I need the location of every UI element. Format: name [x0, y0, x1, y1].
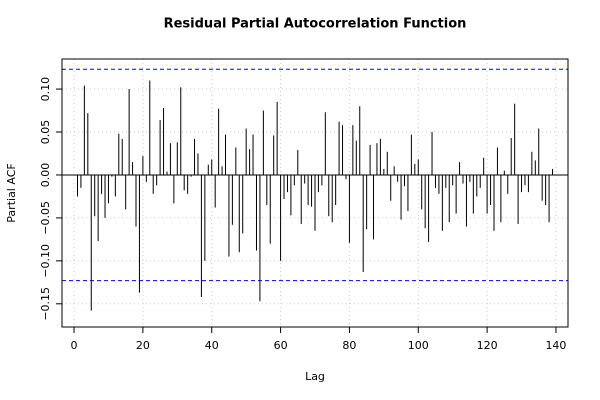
plot-frame: [61, 58, 569, 328]
y-tick-label: −0.05: [39, 201, 52, 235]
x-tick-label: 60: [274, 339, 288, 352]
x-axis-label: Lag: [305, 370, 325, 383]
y-axis-label: Partial ACF: [5, 163, 18, 222]
chart-title: Residual Partial Autocorrelation Functio…: [164, 17, 467, 32]
x-tick-label: 140: [545, 339, 566, 352]
y-tick-label: 0.10: [39, 77, 52, 102]
y-tick-label: −0.15: [39, 287, 52, 321]
y-tick-label: −0.10: [39, 244, 52, 278]
y-tick-label: 0.05: [39, 120, 52, 145]
x-tick-label: 0: [71, 339, 78, 352]
x-tick-label: 120: [477, 339, 498, 352]
x-tick-label: 100: [408, 339, 429, 352]
y-tick-label: 0.00: [39, 163, 52, 188]
x-tick-label: 80: [342, 339, 356, 352]
x-tick-label: 20: [136, 339, 150, 352]
x-tick-label: 40: [205, 339, 219, 352]
